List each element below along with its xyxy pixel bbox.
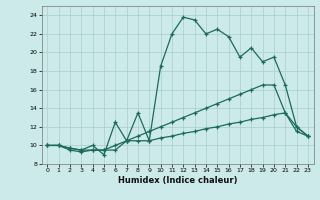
X-axis label: Humidex (Indice chaleur): Humidex (Indice chaleur) bbox=[118, 176, 237, 185]
